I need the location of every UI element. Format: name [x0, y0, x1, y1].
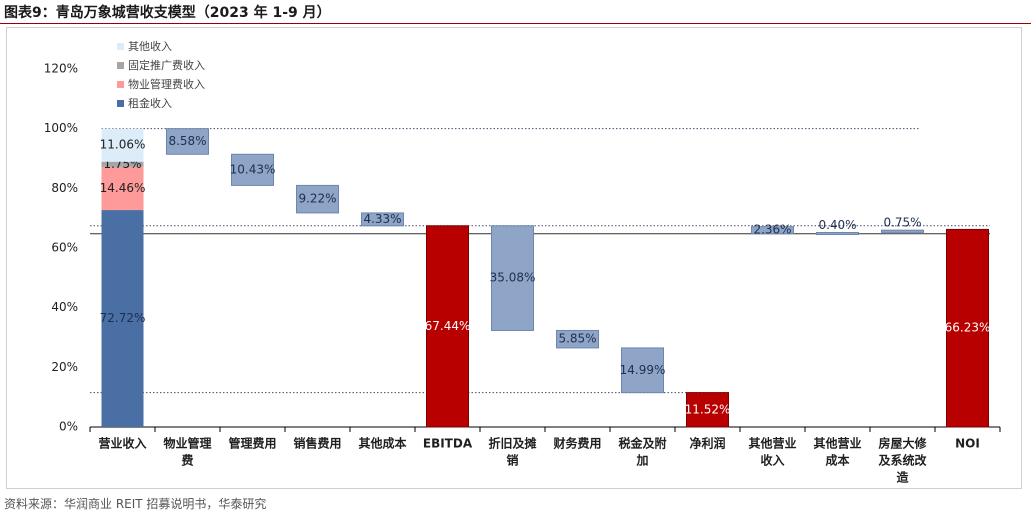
legend-label: 固定推广费收入: [128, 58, 205, 72]
total-bar: [946, 228, 989, 428]
total-bar-label: 66.23%: [945, 321, 991, 335]
cost-bar-label: 5.85%: [558, 332, 596, 346]
cost-bar-label: 10.43%: [230, 162, 276, 176]
cost-bar: [361, 212, 404, 227]
cost-bar: [231, 153, 274, 186]
x-category-label: 折旧及摊: [488, 436, 536, 451]
cost-bar: [556, 329, 599, 349]
x-category-label: 销: [506, 453, 518, 468]
title-rule: [0, 23, 1031, 24]
total-bar: [426, 225, 469, 428]
cost-bar: [166, 128, 209, 155]
legend-label: 物业管理费收入: [128, 77, 205, 91]
revenue-segment-bar: [101, 161, 144, 167]
total-bar: [686, 392, 729, 428]
x-category-label: 及系统改: [878, 453, 927, 468]
y-tick-label: 100%: [44, 121, 78, 135]
chart-frame: [6, 27, 1022, 489]
x-category-label: 费: [181, 453, 193, 468]
x-category-label: 财务费用: [552, 436, 601, 451]
legend-swatch: [117, 43, 124, 50]
x-category-label: 其他成本: [358, 436, 406, 451]
legend-swatch: [117, 100, 124, 107]
cost-bar-label: 2.36%: [753, 223, 791, 237]
y-tick-label: 40%: [51, 300, 78, 314]
x-category-label: 销售费用: [293, 436, 341, 451]
cost-bar-label: 0.40%: [818, 218, 856, 232]
x-category-label: 其他营业: [813, 436, 861, 451]
x-category-label: 房屋大修: [878, 436, 927, 451]
x-category-label: 营业收入: [98, 436, 146, 451]
y-tick-label: 80%: [51, 181, 78, 195]
x-category-label: 税金及附: [618, 436, 666, 451]
revenue-segment-label: 72.72%: [100, 311, 146, 325]
cost-bar-label: 14.99%: [620, 363, 666, 377]
revenue-segment-bar: [101, 210, 144, 427]
cost-bar: [491, 225, 534, 331]
revenue-segment-bar: [101, 128, 144, 162]
x-category-label: 造: [896, 470, 909, 485]
total-bar-label: 11.52%: [685, 402, 731, 416]
x-category-label: EBITDA: [423, 437, 473, 451]
cost-bar: [816, 232, 859, 236]
y-tick-label: 0%: [59, 420, 78, 434]
legend-swatch: [117, 81, 124, 88]
x-category-label: 其他营业: [748, 436, 796, 451]
figure-title: 图表9：青岛万象城营收支模型（2023 年 1-9 月）: [4, 5, 331, 21]
x-category-label: 物业管理: [163, 436, 211, 451]
cost-bar-label: 9.22%: [298, 192, 336, 206]
cost-bar-label: 35.08%: [490, 271, 536, 285]
legend-label: 其他收入: [128, 39, 172, 53]
y-tick-label: 120%: [44, 62, 78, 76]
legend-label: 租金收入: [128, 96, 172, 110]
revenue-segment-label: 14.46%: [100, 181, 146, 195]
total-bar-label: 67.44%: [425, 319, 471, 333]
x-category-label: 管理费用: [228, 436, 276, 451]
x-category-label: NOI: [955, 437, 980, 451]
y-tick-label: 20%: [51, 360, 78, 374]
revenue-segment-bar: [101, 166, 144, 211]
cost-bar-label: 0.75%: [883, 216, 921, 230]
cost-bar: [621, 347, 664, 394]
x-category-label: 成本: [825, 453, 849, 468]
cost-bar: [881, 229, 924, 233]
legend-swatch: [117, 62, 124, 69]
cost-bar-label: 8.58%: [168, 134, 206, 148]
cost-bar: [751, 226, 794, 235]
cost-bar-label: 4.33%: [363, 212, 401, 226]
x-category-label: 加: [635, 453, 648, 468]
x-category-label: 净利润: [689, 436, 725, 451]
x-category-label: 收入: [760, 453, 784, 468]
revenue-segment-label: 11.06%: [100, 138, 146, 152]
cost-bar: [296, 184, 339, 214]
y-tick-label: 60%: [51, 241, 78, 255]
source-note: 资料来源：华润商业 REIT 招募说明书，华泰研究: [4, 497, 267, 511]
